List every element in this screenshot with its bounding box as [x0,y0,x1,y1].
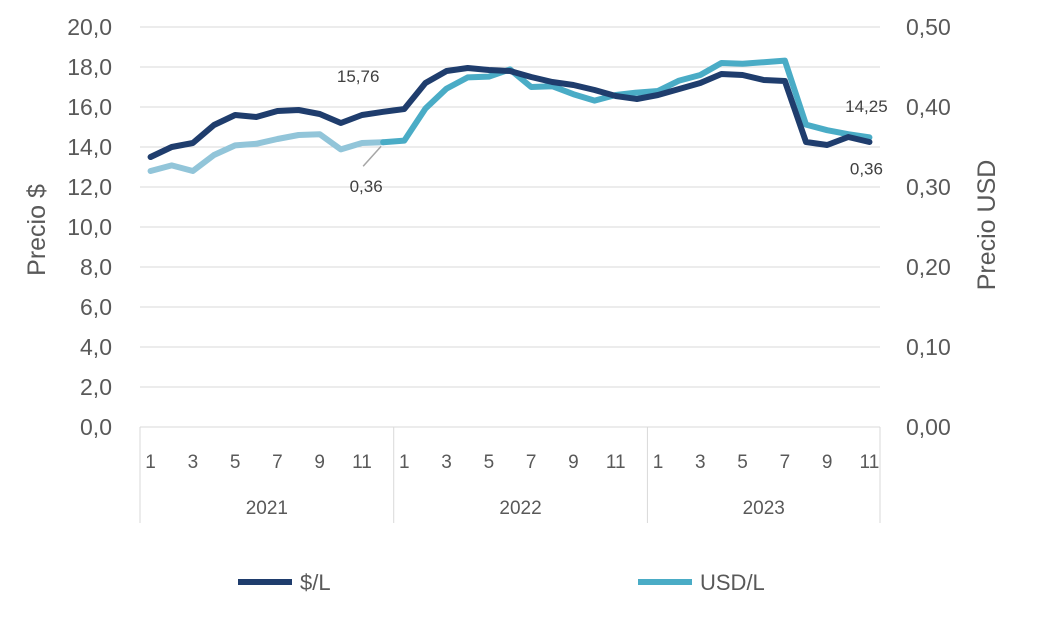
series-line-usd-2021 [147,131,387,174]
y2-tick-label: 0,00 [906,414,951,440]
x-tick-label: 9 [314,452,325,473]
x-tick-label: 5 [484,452,495,473]
data-label: 0,36 [350,177,383,196]
y-tick-label: 6,0 [80,294,112,320]
x-tick-label: 7 [272,452,283,473]
y2-tick-label: 0,50 [906,14,951,40]
x-group-label: 2021 [246,498,288,519]
axes: 0,0 2,0 4,0 6,0 8,0 10,0 12,0 14,0 16,0 18,0 20,0 0… [67,14,951,523]
data-label: 0,36 [850,159,883,178]
leader-line [362,145,382,167]
y-tick-label: 10,0 [67,214,112,240]
series-line-usd [380,57,873,146]
y-tick-label: 20,0 [67,14,112,40]
x-tick-label: 7 [780,452,791,473]
y2-tick-label: 0,20 [906,254,951,280]
x-tick-label: 1 [145,452,156,473]
x-tick-label: 5 [737,452,748,473]
data-label: 14,25 [845,97,888,116]
x-tick-label: 5 [230,452,241,473]
y-tick-label: 8,0 [80,254,112,280]
y-tick-label: 16,0 [67,94,112,120]
x-tick-label: 7 [526,452,537,473]
x-group-label: 2022 [499,498,541,519]
y2-tick-label: 0,10 [906,334,951,360]
x-tick-label: 1 [399,452,410,473]
y-tick-label: 12,0 [67,174,112,200]
series-line-dollar [147,65,873,160]
legend: $/L USD/L [238,570,765,595]
x-tick-label: 11 [606,452,626,473]
y-tick-label: 2,0 [80,374,112,400]
y-axis-title: Precio $ [23,184,51,276]
legend-label-dollar: $/L [300,570,331,595]
x-tick-label: 3 [441,452,452,473]
y2-tick-label: 0,30 [906,174,951,200]
x-tick-label: 1 [653,452,664,473]
x-tick-label: 3 [695,452,706,473]
x-tick-label: 9 [568,452,579,473]
x-group-label: 2023 [743,498,785,519]
y-tick-label: 18,0 [67,54,112,80]
x-tick-label: 9 [822,452,833,473]
y2-axis-title: Precio USD [973,160,1001,291]
x-tick-label: 11 [352,452,372,473]
data-labels: 15,76 0,36 14,25 0,36 [337,67,888,196]
series-lines [147,57,873,174]
x-tick-label: 3 [188,452,199,473]
x-tick-label: 11 [860,452,880,473]
y-tick-label: 4,0 [80,334,112,360]
y2-tick-label: 0,40 [906,94,951,120]
legend-label-usd: USD/L [700,570,765,595]
y-tick-label: 0,0 [80,414,112,440]
y-tick-label: 14,0 [67,134,112,160]
data-label: 15,76 [337,67,380,86]
